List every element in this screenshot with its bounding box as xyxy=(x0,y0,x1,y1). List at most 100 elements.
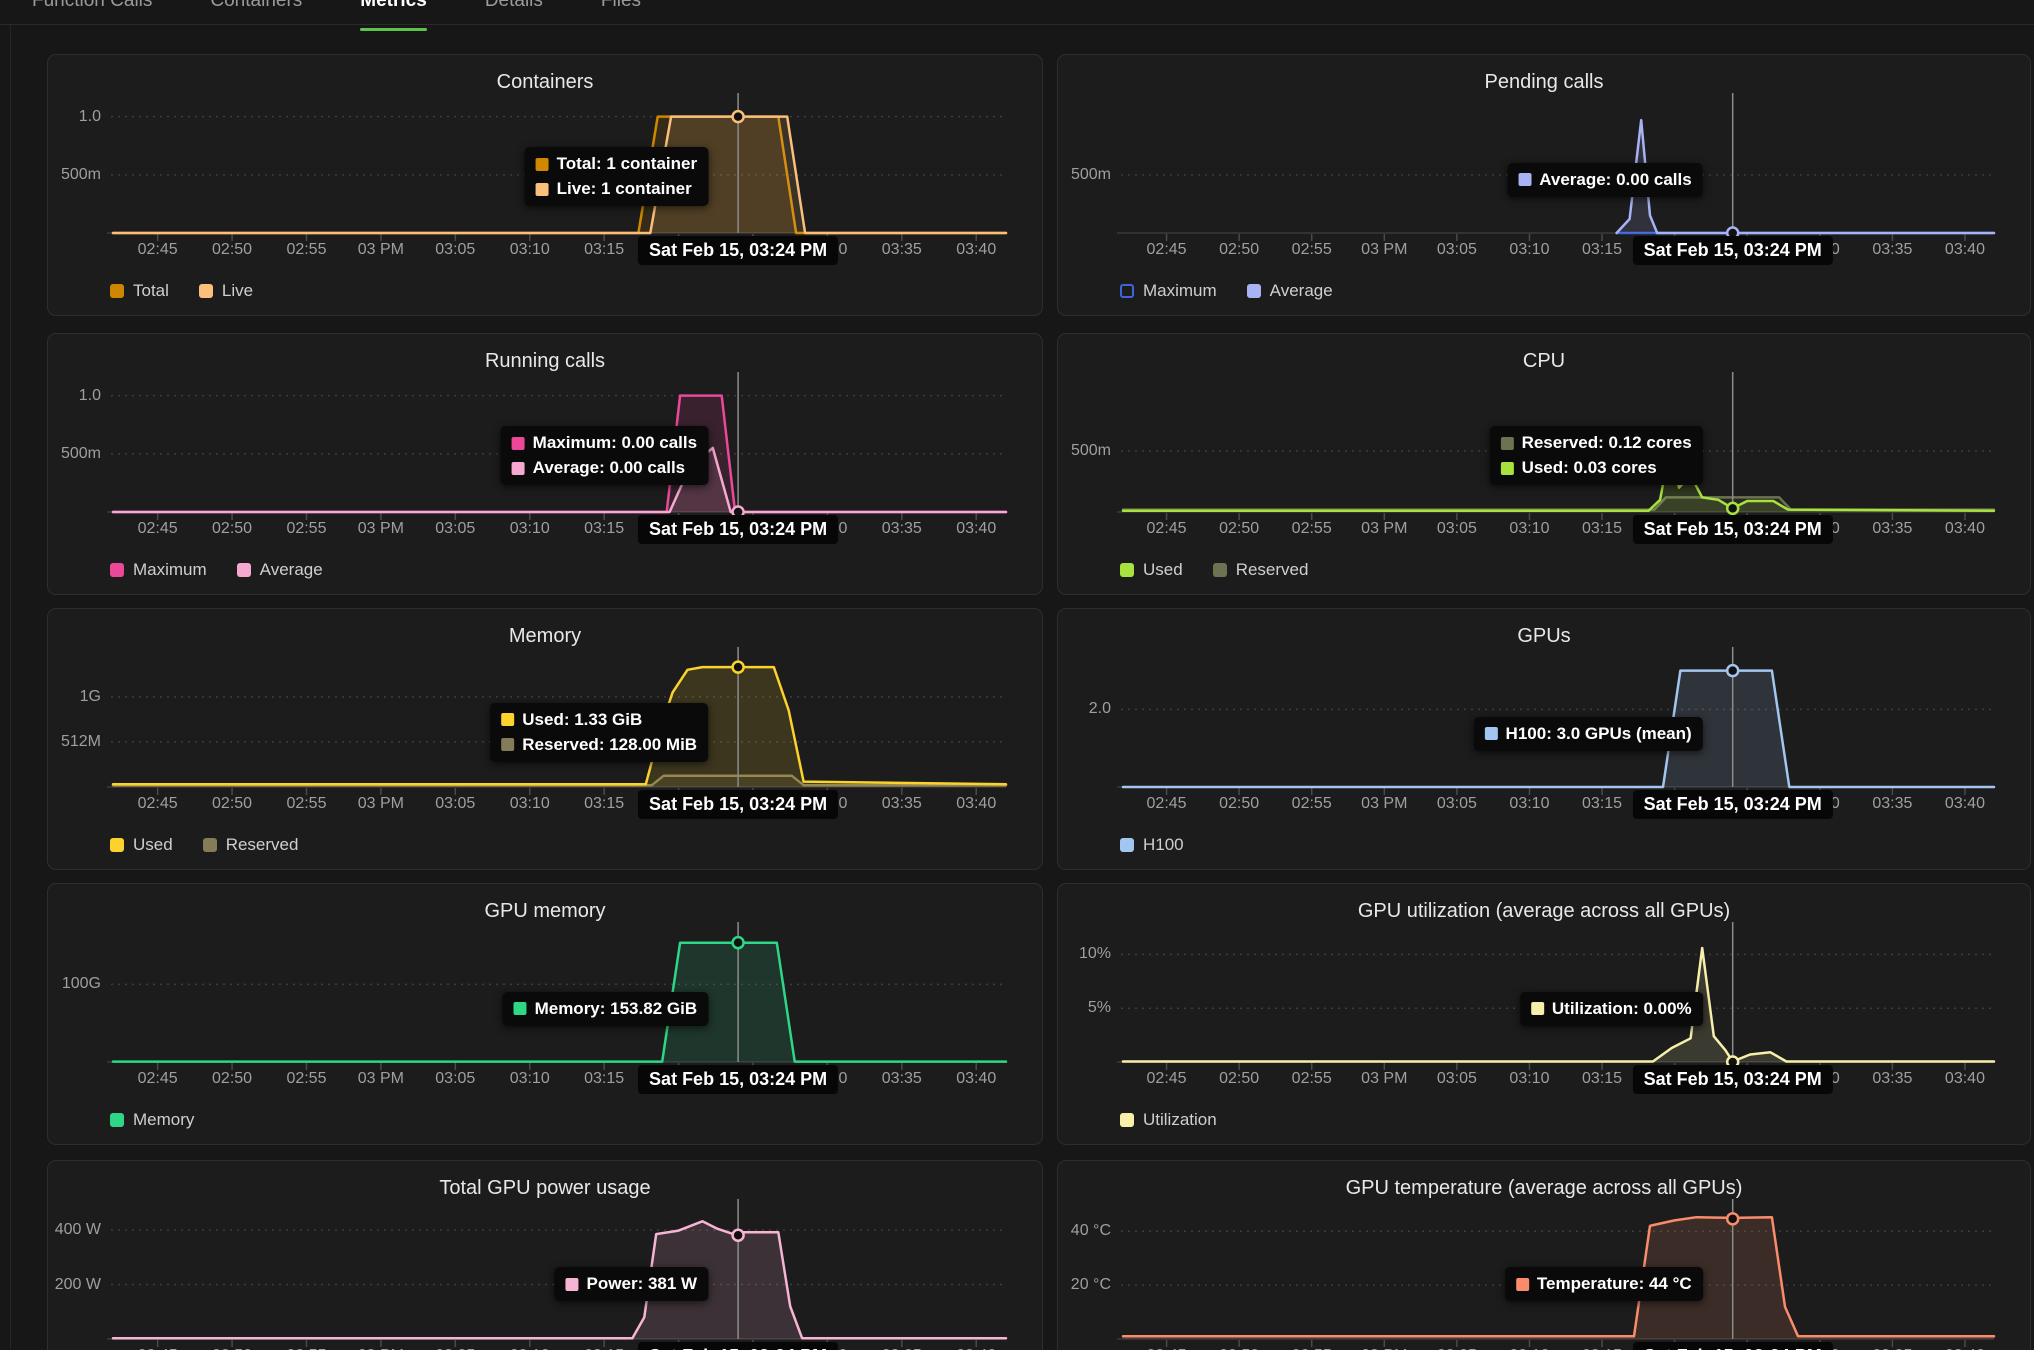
series-line-memory xyxy=(111,941,1008,1063)
legend-item-utilization[interactable]: Utilization xyxy=(1120,1110,1217,1130)
legend-item-average[interactable]: Average xyxy=(1246,281,1333,301)
legend-item-memory[interactable]: Memory xyxy=(110,1110,194,1130)
chart-plot[interactable] xyxy=(48,55,1044,317)
chart-plot[interactable] xyxy=(1058,1161,2032,1350)
series-area-used xyxy=(113,667,1006,787)
x-axis-label: 03:05 xyxy=(435,1070,476,1087)
legend-item-used[interactable]: Used xyxy=(110,835,173,855)
chart-plot[interactable] xyxy=(48,1161,1044,1350)
chart-card-pending-calls: Pending calls 500m 02:45 02:50 02:55 03 PM 03… xyxy=(1057,54,2031,316)
legend-item-used[interactable]: Used xyxy=(1120,560,1183,580)
x-axis-label: 03:05 xyxy=(1422,1347,1492,1350)
x-axis-label: 02:45 xyxy=(1146,241,1187,258)
chart-tooltip: Average: 0.00 calls xyxy=(1507,162,1703,197)
tooltip-row: Total: 1 container xyxy=(535,154,697,174)
legend-label: Average xyxy=(259,560,323,579)
x-axis-label: 03:05 xyxy=(435,520,476,537)
x-axis-label: 03:35 xyxy=(1872,795,1913,812)
x-axis-label: 03 PM xyxy=(1361,795,1408,812)
legend-label: Utilization xyxy=(1143,1110,1217,1129)
y-axis-label: 500m xyxy=(60,165,101,183)
legend-label: Used xyxy=(133,835,173,854)
y-axis-label: 1.0 xyxy=(78,107,101,125)
x-axis-label: 02:50 xyxy=(1219,1070,1260,1087)
legend-item-reserved[interactable]: Reserved xyxy=(1212,560,1309,580)
chart-tooltip: Power: 381 W xyxy=(554,1267,709,1302)
x-axis-label: 02:45 xyxy=(1146,1070,1187,1087)
tooltip-color-swatch-icon xyxy=(511,436,525,450)
x-axis-label: 03:10 xyxy=(1509,241,1550,258)
x-axis-label: 03:35 xyxy=(1872,1070,1913,1087)
chart-plot[interactable] xyxy=(48,884,1044,1146)
crosshair-date-tooltip: Sat Feb 15, 03:24 PM xyxy=(1632,236,1833,265)
chart-title: GPU utilization (average across all GPUs… xyxy=(1357,900,1731,922)
tooltip-row: Temperature: 44 °C xyxy=(1515,1274,1692,1294)
x-axis-label: 03 PM xyxy=(357,241,405,258)
y-axis-label: 400 W xyxy=(54,1221,101,1239)
x-axis-label: 02:45 xyxy=(137,520,178,537)
x-axis-label: 02:55 xyxy=(1291,1070,1332,1087)
tooltip-row: Utilization: 0.00% xyxy=(1530,999,1692,1019)
active-tab-underline xyxy=(360,28,427,31)
y-axis-label: 500m xyxy=(60,444,101,462)
x-axis-label: 03:15 xyxy=(584,795,625,812)
chart-title: GPUs xyxy=(1517,625,1571,647)
tooltip-color-swatch-icon xyxy=(501,738,515,752)
x-axis-label: 02:50 xyxy=(197,1347,267,1350)
tab-metrics[interactable]: Metrics xyxy=(360,0,427,11)
chart-card-cpu: CPU 500m 02:45 02:50 02:55 03 PM 03:05 03:10 03… xyxy=(1057,333,2031,595)
x-axis-label: 03:40 xyxy=(956,795,997,812)
legend-item-maximum[interactable]: Maximum xyxy=(110,560,207,580)
chart-plot[interactable] xyxy=(1058,609,2032,871)
legend-item-average[interactable]: Average xyxy=(236,560,323,580)
legend-item-live[interactable]: Live xyxy=(198,281,254,301)
legend-item-total[interactable]: Total xyxy=(110,281,169,301)
hover-marker xyxy=(731,660,745,674)
y-axis-label: 500m xyxy=(1070,165,1111,183)
x-axis-label: 03:35 xyxy=(881,520,922,537)
tab-bar-divider xyxy=(0,24,2034,25)
x-axis-label: 03 PM xyxy=(357,795,405,812)
tooltip-text: Temperature: 44 °C xyxy=(1536,1274,1692,1294)
x-axis-label: 03:10 xyxy=(509,795,550,812)
chart-tooltip: Memory: 153.82 GiB xyxy=(502,991,709,1026)
y-axis-label: 10% xyxy=(1078,945,1111,963)
tab-details[interactable]: Details xyxy=(484,0,543,11)
hover-marker xyxy=(1725,1212,1740,1226)
x-axis-label: 02:55 xyxy=(1291,241,1332,258)
x-axis-label: 03:40 xyxy=(956,520,997,537)
tooltip-text: Memory: 153.82 GiB xyxy=(534,998,698,1018)
x-axis-label: 02:45 xyxy=(137,241,178,258)
tab-function-calls[interactable]: Function Calls xyxy=(32,0,153,11)
legend-item-reserved[interactable]: Reserved xyxy=(202,835,299,855)
tab-files[interactable]: Files xyxy=(600,0,642,11)
x-axis-label: 03:15 xyxy=(1567,1347,1637,1350)
chart-plot[interactable] xyxy=(1058,884,2032,1146)
page-left-border xyxy=(10,24,11,1350)
x-axis-label: 02:55 xyxy=(1291,795,1332,812)
x-axis-label: 02:55 xyxy=(1277,1347,1347,1350)
legend-item-maximum[interactable]: Maximum xyxy=(1120,281,1217,301)
crosshair-date-tooltip: Sat Feb 15, 03:24 PM xyxy=(638,790,839,819)
y-axis-label: 200 W xyxy=(54,1275,101,1293)
x-axis-label: 03:10 xyxy=(509,241,550,258)
tooltip-color-swatch-icon xyxy=(1530,1002,1544,1016)
x-axis-label: 03:10 xyxy=(1509,795,1550,812)
tooltip-text: Reserved: 128.00 MiB xyxy=(522,734,698,754)
x-axis-label: 03:40 xyxy=(1944,241,1985,258)
series-area-reserved xyxy=(113,775,1006,787)
x-axis-label: 02:55 xyxy=(286,241,327,258)
tooltip-color-swatch-icon xyxy=(511,461,525,475)
tab-containers[interactable]: Containers xyxy=(210,0,303,11)
tooltip-color-swatch-icon xyxy=(1484,727,1498,741)
legend-label: Live xyxy=(221,281,254,300)
chart-legend: Maximum Average xyxy=(1120,281,1333,301)
legend-item-h100[interactable]: H100 xyxy=(1120,835,1184,855)
chart-card-running-calls: Running calls 1.0 500m 02:45 02:50 02:55 03 P… xyxy=(47,333,1043,595)
legend-label: Reserved xyxy=(225,835,299,854)
x-axis-label: 03:15 xyxy=(1582,520,1623,537)
chart-plot[interactable] xyxy=(48,334,1044,596)
x-axis-label: 03:40 xyxy=(1944,1070,1985,1087)
chart-card-gpu-utilization-average-across-all-gpus-: GPU utilization (average across all GPUs… xyxy=(1057,883,2031,1145)
legend-label: Reserved xyxy=(1235,560,1309,579)
